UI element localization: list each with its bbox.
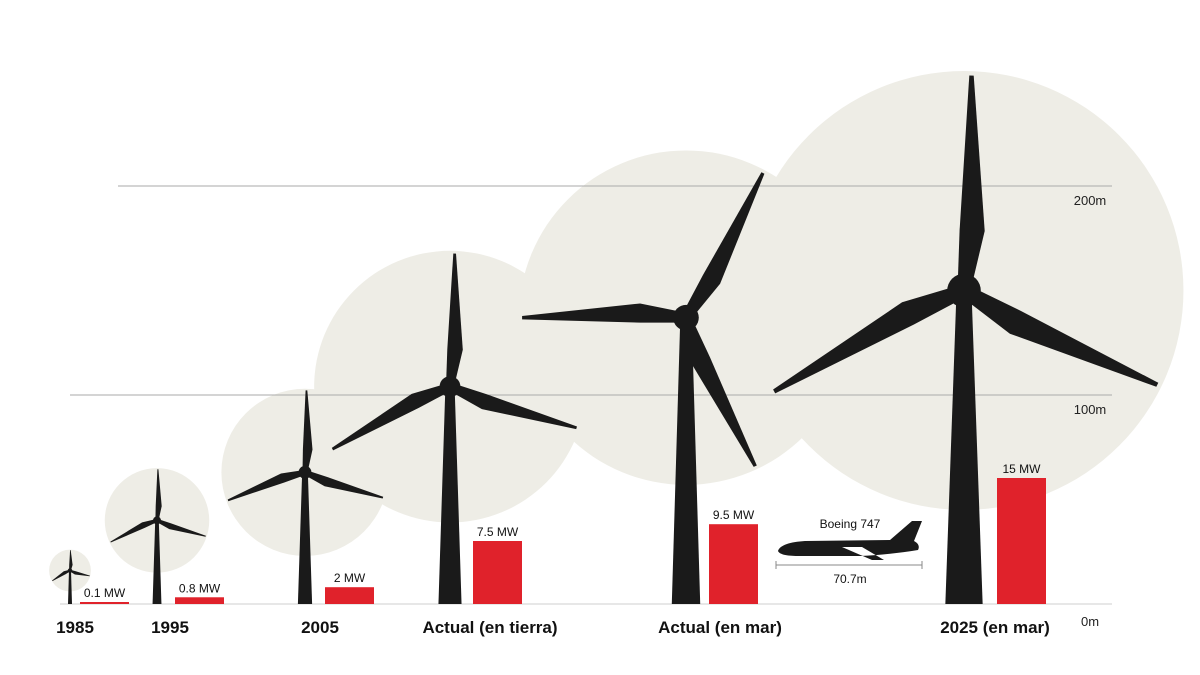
turbine-hub [153, 516, 161, 525]
category-label: 1995 [151, 618, 189, 637]
category-labels: 0m 100m 200m 0.1 MW 1985 0.8 MW 1995 2 MW 2005 7.… [56, 193, 1106, 637]
category-label: Actual (en tierra) [422, 618, 557, 637]
capacity-bar [80, 602, 129, 604]
turbines [52, 75, 1159, 604]
turbine-blade [446, 253, 463, 387]
category-label: 2005 [301, 618, 339, 637]
plane-icon [778, 521, 922, 560]
turbine-hub [439, 376, 461, 398]
turbine-blade [302, 390, 313, 473]
capacity-bar [473, 541, 522, 604]
capacity-label: 2 MW [334, 571, 366, 585]
gridlines [60, 185, 1112, 605]
turbine-tower [671, 317, 701, 604]
turbine-tower [152, 520, 162, 604]
turbine-blade [69, 569, 90, 577]
plane-annotation: Boeing 747 70.7m [775, 517, 923, 586]
capacity-bar [175, 597, 224, 604]
turbine-hub [947, 273, 981, 308]
y-tick-label: 0m [1081, 614, 1099, 629]
plane-label: Boeing 747 [820, 517, 881, 531]
category-label: 2025 (en mar) [940, 618, 1050, 637]
capacity-label: 9.5 MW [713, 508, 755, 522]
turbine-blade [52, 569, 71, 582]
turbine-tower [438, 386, 462, 604]
turbine-blade [227, 470, 306, 502]
capacity-label: 15 MW [1002, 462, 1041, 476]
turbine-blade [957, 75, 985, 291]
capacity-bars [80, 478, 1046, 604]
turbine-blade [69, 550, 73, 571]
turbine-blade [448, 382, 577, 430]
turbine-blade [155, 469, 162, 521]
turbine-blade [522, 303, 686, 323]
turbine-tower [297, 472, 313, 604]
capacity-label: 7.5 MW [477, 525, 519, 539]
turbine-hub [298, 465, 312, 479]
turbine-hub [67, 568, 73, 573]
y-tick-label: 100m [1074, 402, 1107, 417]
turbine-blade [961, 284, 1159, 387]
category-label: Actual (en mar) [658, 618, 782, 637]
turbine-blade [304, 470, 384, 499]
turbine-blade [681, 315, 757, 467]
turbine-blade [681, 172, 765, 320]
category-label: 1985 [56, 618, 94, 637]
turbine-tower [68, 570, 72, 604]
capacity-bar [997, 478, 1046, 604]
capacity-label: 0.8 MW [179, 581, 221, 595]
turbine-blade [110, 519, 158, 543]
turbine-tower [945, 290, 983, 604]
capacity-label: 0.1 MW [84, 586, 126, 600]
turbine-blade [156, 518, 206, 537]
turbine-blade [773, 284, 968, 394]
capacity-bar [325, 587, 374, 604]
turbine-hub [673, 304, 699, 331]
y-tick-label: 200m [1074, 193, 1107, 208]
capacity-bar [709, 524, 758, 604]
plane-length-label: 70.7m [833, 572, 866, 586]
turbine-blade [331, 383, 452, 451]
